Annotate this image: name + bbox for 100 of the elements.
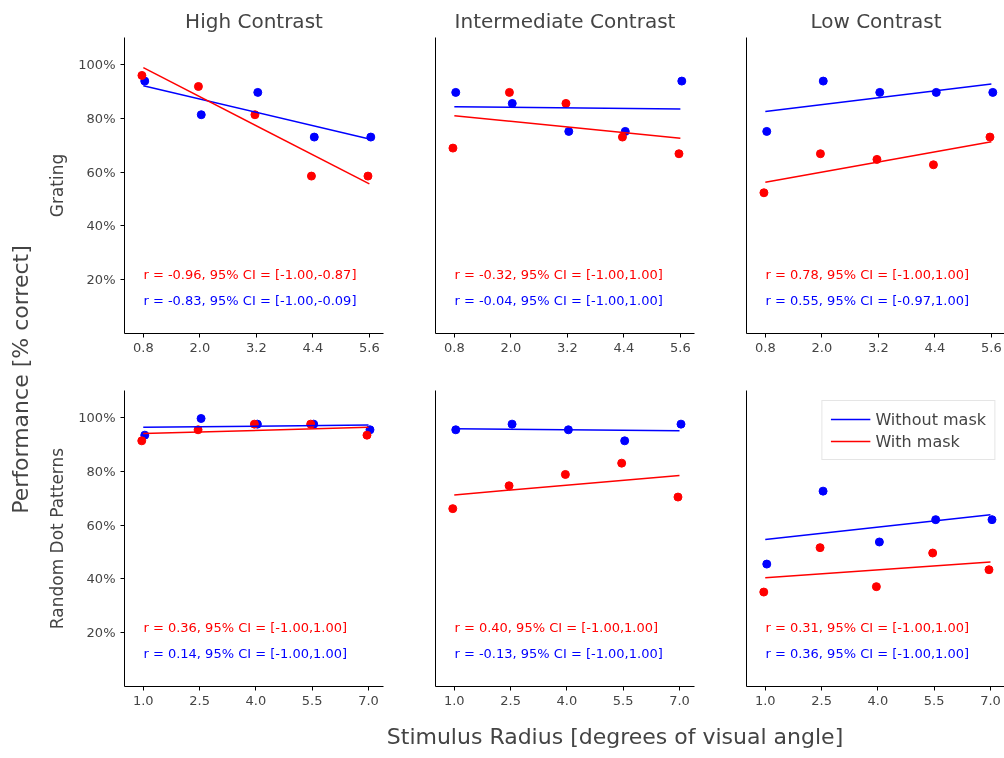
point [504,481,514,491]
point [674,149,684,159]
point [309,132,319,142]
chart-title: Low Contrast [810,8,942,33]
point [984,565,994,575]
legend-label: With mask [875,431,960,451]
point [985,132,995,142]
y-tick-label: 80% [86,110,116,126]
x-tick-label: 3.2 [557,339,578,355]
x-tick-label: 2.0 [189,339,211,355]
y-axis-title: Grating [47,153,68,218]
x-tick-label: 4.0 [556,692,578,708]
y-tick-label: 40% [86,218,116,234]
point [762,559,772,569]
point [137,436,147,446]
x-axis-title: Stimulus Radius [degrees of visual angle] [386,724,844,749]
point [875,87,885,97]
y-tick-label: 80% [86,463,116,479]
point [620,436,630,446]
x-tick-label: 3.2 [246,339,267,355]
x-tick-label: 2.0 [500,339,522,355]
point [617,458,627,468]
legend-label: Without mask [875,409,986,429]
point [137,70,147,80]
x-tick-label: 1.0 [754,692,776,708]
point [677,76,687,86]
point [507,419,517,429]
point [815,543,825,553]
y-tick-label: 60% [86,517,116,533]
x-tick-label: 1.0 [443,692,465,708]
x-tick-label: 5.5 [612,692,634,708]
point [988,87,998,97]
y-axis-title: Random Dot Patterns [47,447,68,630]
x-tick-label: 4.4 [302,339,324,355]
x-tick-label: 7.0 [980,692,1001,708]
x-tick-label: 7.0 [669,692,690,708]
point [815,149,825,159]
point [253,87,263,97]
point [762,126,772,136]
x-tick-label: 0.8 [444,339,465,355]
point [673,492,683,502]
x-tick-label: 5.6 [981,339,1002,355]
y-tick-label: 40% [86,571,116,587]
chart-title: Intermediate Contrast [454,8,676,33]
point [362,430,372,440]
x-tick-label: 4.4 [613,339,635,355]
y-tick-label: 100% [78,56,116,72]
x-tick-label: 5.5 [301,692,323,708]
point [874,537,884,547]
point [560,469,570,479]
point [451,425,461,435]
annotation: r = 0.78, 95% CI = [-1.00,1.00] [765,266,970,282]
x-tick-label: 0.8 [755,339,776,355]
x-tick-label: 4.0 [245,692,267,708]
point [196,413,206,423]
x-tick-label: 1.0 [132,692,154,708]
point [818,486,828,496]
annotation: r = 0.31, 95% CI = [-1.00,1.00] [765,619,970,635]
annotation: r = 0.36, 95% CI = [-1.00,1.00] [143,619,348,635]
x-tick-label: 0.8 [133,339,154,355]
y-tick-label: 20% [86,625,116,641]
point [448,504,458,514]
x-tick-label: 4.4 [924,339,946,355]
x-tick-label: 5.6 [359,339,380,355]
x-tick-label: 4.0 [867,692,889,708]
x-tick-label: 2.0 [811,339,833,355]
point [759,188,769,198]
point [448,143,458,153]
point [504,87,514,97]
chart-title: High Contrast [185,8,324,33]
point [871,582,881,592]
annotation: r = 0.36, 95% CI = [-1.00,1.00] [765,646,970,662]
annotation: r = 0.14, 95% CI = [-1.00,1.00] [143,646,348,662]
point [564,126,574,136]
x-tick-label: 7.0 [358,692,379,708]
x-tick-label: 2.5 [811,692,832,708]
point [507,98,517,108]
point [928,548,938,558]
y-tick-label: 60% [86,164,116,180]
x-tick-label: 5.5 [923,692,945,708]
point [928,160,938,170]
point [306,171,316,181]
y-tick-label: 100% [78,409,116,425]
annotation: r = -0.04, 95% CI = [-1.00,1.00] [454,293,663,309]
y-tick-label: 20% [86,272,116,288]
point [617,132,627,142]
x-tick-label: 5.6 [670,339,691,355]
point [561,98,571,108]
x-tick-label: 2.5 [500,692,521,708]
point [196,110,206,120]
annotation: r = 0.40, 95% CI = [-1.00,1.00] [454,619,659,635]
x-tick-label: 2.5 [189,692,210,708]
point [366,132,376,142]
point [759,587,769,597]
annotation: r = -0.32, 95% CI = [-1.00,1.00] [454,266,663,282]
point [363,171,373,181]
annotation: r = 0.55, 95% CI = [-0.97,1.00] [765,293,970,309]
annotation: r = -0.96, 95% CI = [-1.00,-0.87] [143,266,357,282]
x-tick-label: 3.2 [868,339,889,355]
point [193,81,203,91]
